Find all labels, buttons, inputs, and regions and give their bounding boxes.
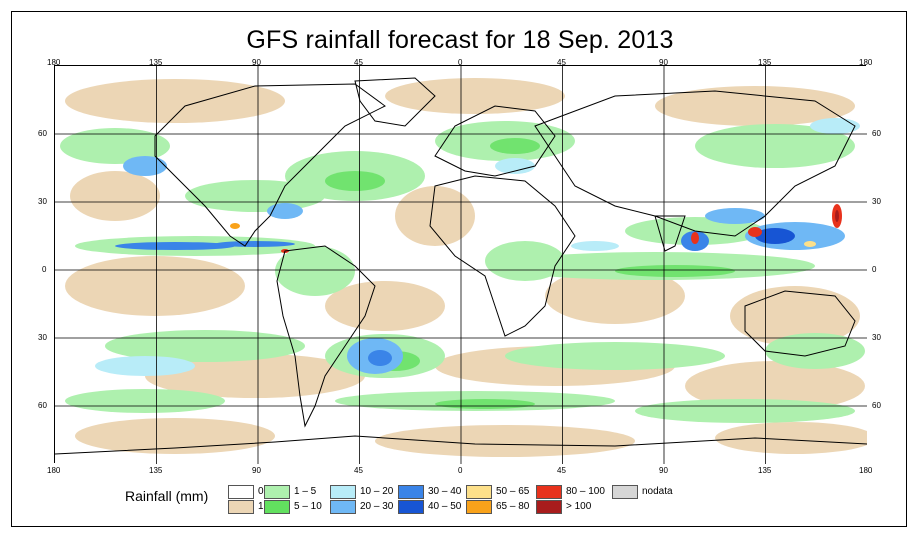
top-tick-label: 180 [859, 58, 873, 67]
map-title: GFS rainfall forecast for 18 Sep. 2013 [246, 26, 674, 54]
top-tick-label: 135 [758, 58, 772, 67]
legend-label: 65 – 80 [496, 501, 530, 512]
legend-swatch [264, 500, 290, 514]
legend-label: 10 – 20 [360, 486, 394, 497]
bottom-tick-label: 180 [47, 466, 61, 475]
legend-swatch [466, 485, 492, 499]
left-tick-label: 0 [42, 265, 47, 274]
light-rain-regions [65, 78, 867, 457]
bottom-tick-label: 45 [354, 466, 363, 475]
legend-label: 30 – 40 [428, 486, 462, 497]
figure-frame [11, 11, 907, 527]
bottom-tick-label: 90 [659, 466, 668, 475]
legend-swatch [398, 485, 424, 499]
legend-swatch [330, 485, 356, 499]
legend-swatch [228, 485, 254, 499]
right-tick-label: 60 [872, 129, 881, 138]
right-tick-label: 0 [872, 265, 877, 274]
top-tick-label: 135 [149, 58, 163, 67]
legend-swatch [398, 500, 424, 514]
bottom-tick-label: 90 [252, 466, 261, 475]
top-tick-label: 0 [458, 58, 463, 67]
legend-swatch [264, 485, 290, 499]
right-tick-label: 60 [872, 401, 881, 410]
bottom-tick-label: 135 [149, 466, 163, 475]
legend-label: 50 – 65 [496, 486, 530, 497]
legend-label: nodata [642, 486, 673, 497]
top-tick-label: 45 [354, 58, 363, 67]
legend-label: > 100 [566, 501, 592, 512]
intense-rain-regions [95, 118, 860, 376]
legend-swatch [466, 500, 492, 514]
rainfall-map [54, 65, 867, 464]
legend-swatch [612, 485, 638, 499]
left-tick-label: 30 [38, 333, 47, 342]
legend-label: 20 – 30 [360, 501, 394, 512]
legend-label: 1 [258, 501, 264, 512]
left-tick-label: 30 [38, 197, 47, 206]
legend-swatch [228, 500, 254, 514]
legend-swatch [536, 485, 562, 499]
continent-outlines [55, 77, 867, 455]
bottom-tick-label: 45 [557, 466, 566, 475]
bottom-tick-label: 0 [458, 466, 463, 475]
top-tick-label: 180 [47, 58, 61, 67]
legend-label: 5 – 10 [294, 501, 322, 512]
legend-label: 1 – 5 [294, 486, 317, 497]
bottom-tick-label: 135 [758, 466, 772, 475]
top-tick-label: 90 [659, 58, 668, 67]
left-tick-label: 60 [38, 401, 47, 410]
right-tick-label: 30 [872, 333, 881, 342]
legend-title: Rainfall (mm) [125, 488, 209, 504]
top-tick-label: 45 [557, 58, 566, 67]
extreme-rain-spots [230, 204, 842, 253]
left-tick-label: 60 [38, 129, 47, 138]
legend-label: 40 – 50 [428, 501, 462, 512]
legend-label: 0 [258, 486, 264, 497]
moderate-rain-regions [60, 121, 865, 423]
right-tick-label: 30 [872, 197, 881, 206]
graticule [55, 66, 867, 464]
legend-swatch [536, 500, 562, 514]
top-tick-label: 90 [252, 58, 261, 67]
bottom-tick-label: 180 [859, 466, 873, 475]
legend-swatch [330, 500, 356, 514]
rainfall-map-graphic [55, 66, 867, 464]
legend-label: 80 – 100 [566, 486, 605, 497]
